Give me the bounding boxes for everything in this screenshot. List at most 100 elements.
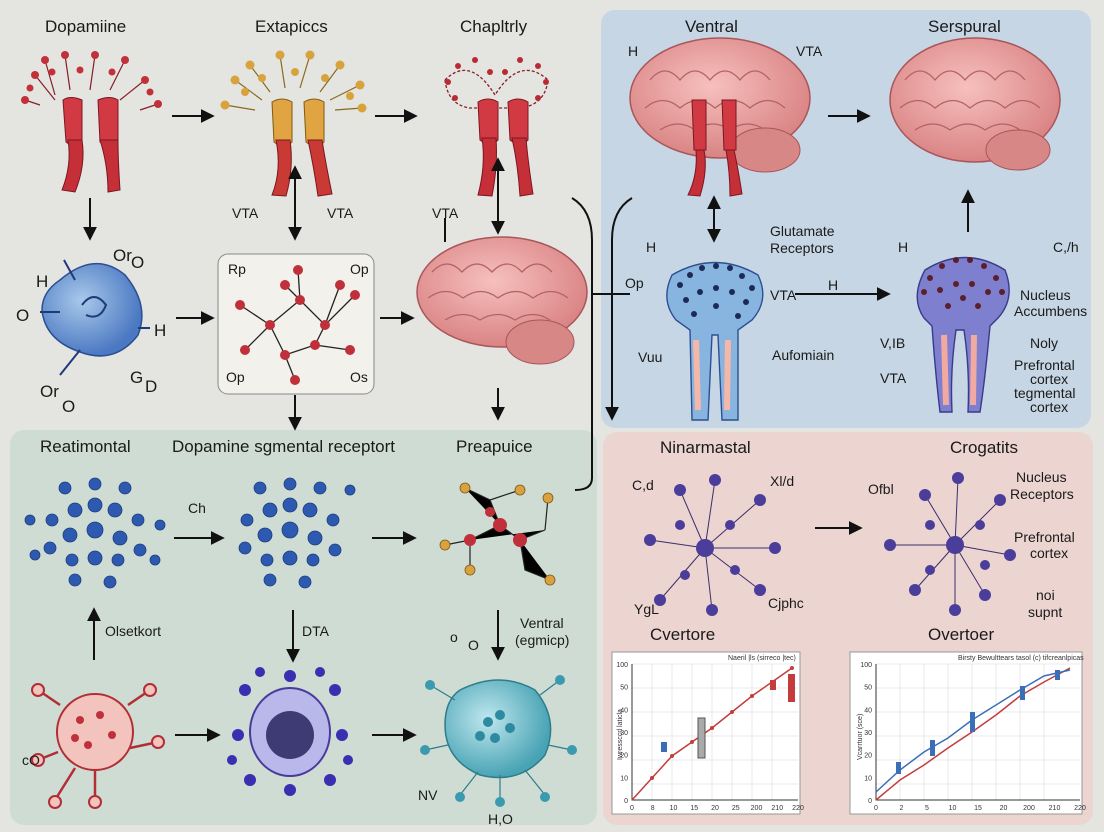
label-o-bottom: O xyxy=(62,397,75,416)
label-h-top: H xyxy=(628,43,638,59)
label-vta-top: VTA xyxy=(796,43,823,59)
reatimontal-node-cluster xyxy=(24,477,166,589)
label-nucleus-2: Nucleus xyxy=(1016,469,1067,485)
cvertore-y-tick: 0 xyxy=(624,798,628,805)
label-o-w2: O xyxy=(468,637,479,653)
title-preapuice: Preapuice xyxy=(456,437,533,456)
overtoer-ylabel: Vcarrtuor (sce) xyxy=(857,714,864,760)
label-v1b: V,IB xyxy=(880,335,905,351)
overtoer-x-tick: 10 xyxy=(949,805,957,812)
label-noly: Noly xyxy=(1030,335,1058,351)
label-o-top: O xyxy=(131,253,144,272)
cvertore-x-tick: 10 xyxy=(670,805,678,812)
cvertore-y-tick: 100 xyxy=(616,662,628,669)
chapltrly-neuron xyxy=(444,57,549,197)
cvertore-x-tick: 220 xyxy=(792,805,804,812)
label-dta: DTA xyxy=(302,623,330,639)
label-egmicp: (egmicp) xyxy=(515,632,569,648)
label-aufomiain: Aufomiain xyxy=(772,347,834,363)
cvertore-x-tick: 210 xyxy=(771,805,783,812)
label-nv: NV xyxy=(418,787,438,803)
cvertore-x-tick: 20 xyxy=(711,805,719,812)
label-vta-right: VTA xyxy=(880,370,907,386)
center-brain xyxy=(416,236,588,365)
flow-arrows xyxy=(83,109,975,742)
overtoer-x-tick: 2 xyxy=(900,805,904,812)
label-cortex-3: cortex xyxy=(1030,545,1068,561)
purple-vesicle-cell xyxy=(227,667,353,796)
teal-cell xyxy=(420,675,577,807)
chart-overtoer: Birsty Bewulttears tasol (c) tifcreanlpi… xyxy=(849,651,1084,815)
red-vesicle-cell xyxy=(31,683,165,809)
cvertore-caption: Naeril |ls (sirreco |tec) xyxy=(728,655,796,662)
label-ch: Ch xyxy=(188,500,206,516)
label-vta-1: VTA xyxy=(232,205,259,221)
label-o-left: O xyxy=(16,306,29,325)
label-op-2: Op xyxy=(226,369,245,385)
glutamate-receptor-neuron xyxy=(666,261,764,421)
overtoer-y-tick: 100 xyxy=(860,662,872,669)
label-h-mid: H xyxy=(646,239,656,255)
label-ygl: YgL xyxy=(634,601,659,617)
cvertore-x-tick: 0 xyxy=(630,805,634,812)
label-o-w: o xyxy=(450,629,458,645)
dopamine-neuron-red xyxy=(21,51,162,193)
overtoer-y-tick: 40 xyxy=(864,707,872,714)
overtoer-y-tick: 0 xyxy=(868,798,872,805)
label-cd: C,d xyxy=(632,477,654,493)
label-ofbl: Ofbl xyxy=(868,481,894,497)
cvertore-x-tick: 15 xyxy=(690,805,698,812)
cvertore-x-tick: 8 xyxy=(651,805,655,812)
title-chapltrly: Chapltrly xyxy=(460,17,528,36)
label-supnt: supnt xyxy=(1028,604,1062,620)
label-ventral-2: Ventral xyxy=(520,615,564,631)
label-d: D xyxy=(145,377,157,396)
label-co: cO xyxy=(22,752,40,768)
ventral-brain xyxy=(629,37,811,197)
overtoer-x-tick: 15 xyxy=(974,805,982,812)
label-prefrontal: Prefrontal xyxy=(1014,357,1075,373)
label-vta-mid: VTA xyxy=(770,287,797,303)
cvertore-y-tick: 50 xyxy=(620,685,628,692)
nucleus-accumbens-neuron xyxy=(916,256,1010,413)
label-receptors-2: Receptors xyxy=(1010,486,1074,502)
label-cjphe: Cjphc xyxy=(768,595,804,611)
label-olsetkort: Olsetkort xyxy=(105,623,161,639)
segmental-receptor-cluster xyxy=(238,477,356,589)
label-xld: Xl/d xyxy=(770,473,794,489)
overtoer-x-tick: 220 xyxy=(1074,805,1086,812)
cvertore-y-tick: 40 xyxy=(620,707,628,714)
label-op-mid: Op xyxy=(625,275,644,291)
label-h-right-cell: H xyxy=(898,239,908,255)
cvertore-ylabel: Iwressccrl laticla xyxy=(617,709,624,760)
overtoer-x-tick: 200 xyxy=(1023,805,1035,812)
cvertore-y-tick: 30 xyxy=(620,730,628,737)
overtoer-y-tick: 20 xyxy=(864,753,872,760)
cvertore-x-tick: 200 xyxy=(751,805,763,812)
title-extapiccs: Extapiccs xyxy=(255,17,328,36)
overtoer-y-tick: 50 xyxy=(864,685,872,692)
title-overtoer: Overtoer xyxy=(928,625,994,644)
overtoer-y-tick: 10 xyxy=(864,775,872,782)
cvertore-y-tick: 20 xyxy=(620,753,628,760)
overtoer-caption: Birsty Bewulttears tasol (c) tifcreanlpi… xyxy=(958,655,1084,662)
label-h-left: H xyxy=(36,272,48,291)
title-crogatits: Crogatits xyxy=(950,438,1018,457)
title-ventral: Ventral xyxy=(685,17,738,36)
label-nucleus: Nucleus xyxy=(1020,287,1071,303)
cvertore-x-tick: 25 xyxy=(732,805,740,812)
blue-cell xyxy=(40,259,150,376)
label-vuu: Vuu xyxy=(638,349,662,365)
label-cortex-2: cortex xyxy=(1030,399,1068,415)
overtoer-x-tick: 20 xyxy=(1000,805,1008,812)
label-prefrontal-2: Prefrontal xyxy=(1014,529,1075,545)
label-h-mid-right: H xyxy=(828,277,838,293)
label-c1h: C,/h xyxy=(1053,239,1079,255)
overtoer-x-tick: 210 xyxy=(1049,805,1061,812)
label-accumbens: Accumbens xyxy=(1014,303,1087,319)
title-reatimontal: Reatimontal xyxy=(40,437,131,456)
label-os: Os xyxy=(350,369,368,385)
label-glutamate: Glutamate xyxy=(770,223,835,239)
crogatits-cluster xyxy=(884,472,1016,616)
